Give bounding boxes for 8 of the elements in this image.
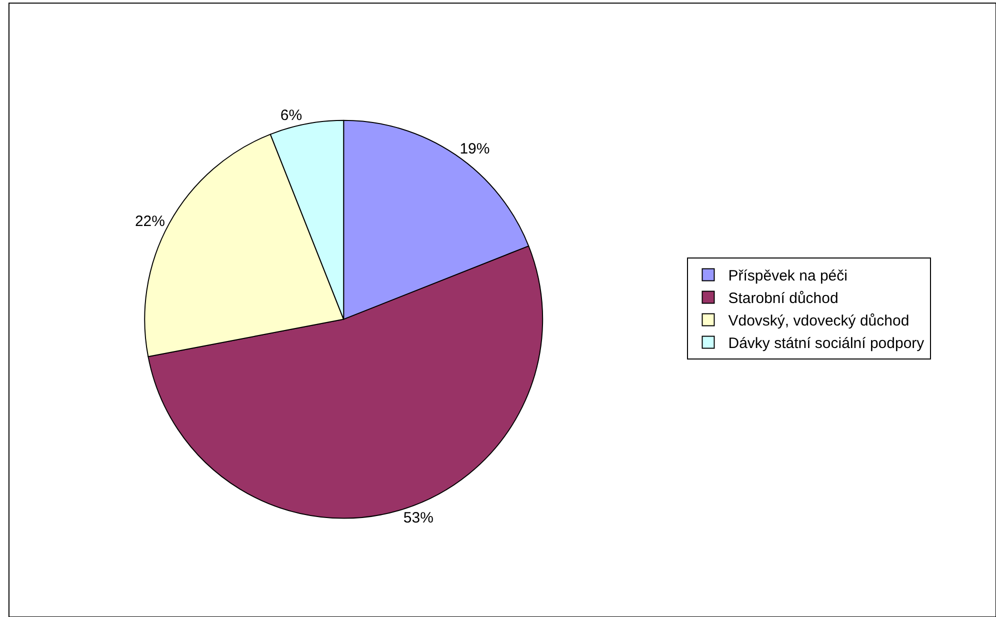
- legend-label: Dávky státní sociální podpory: [728, 335, 925, 352]
- data-label: 22%: [134, 212, 165, 230]
- data-label: 19%: [460, 140, 490, 158]
- legend-label: Starobní důchod: [728, 290, 838, 308]
- legend-label: Příspěvek na péči: [728, 268, 848, 285]
- data-label: 6%: [280, 107, 302, 124]
- legend-label: Vdovský, vdovecký důchod: [728, 312, 910, 330]
- data-label: 53%: [403, 510, 434, 527]
